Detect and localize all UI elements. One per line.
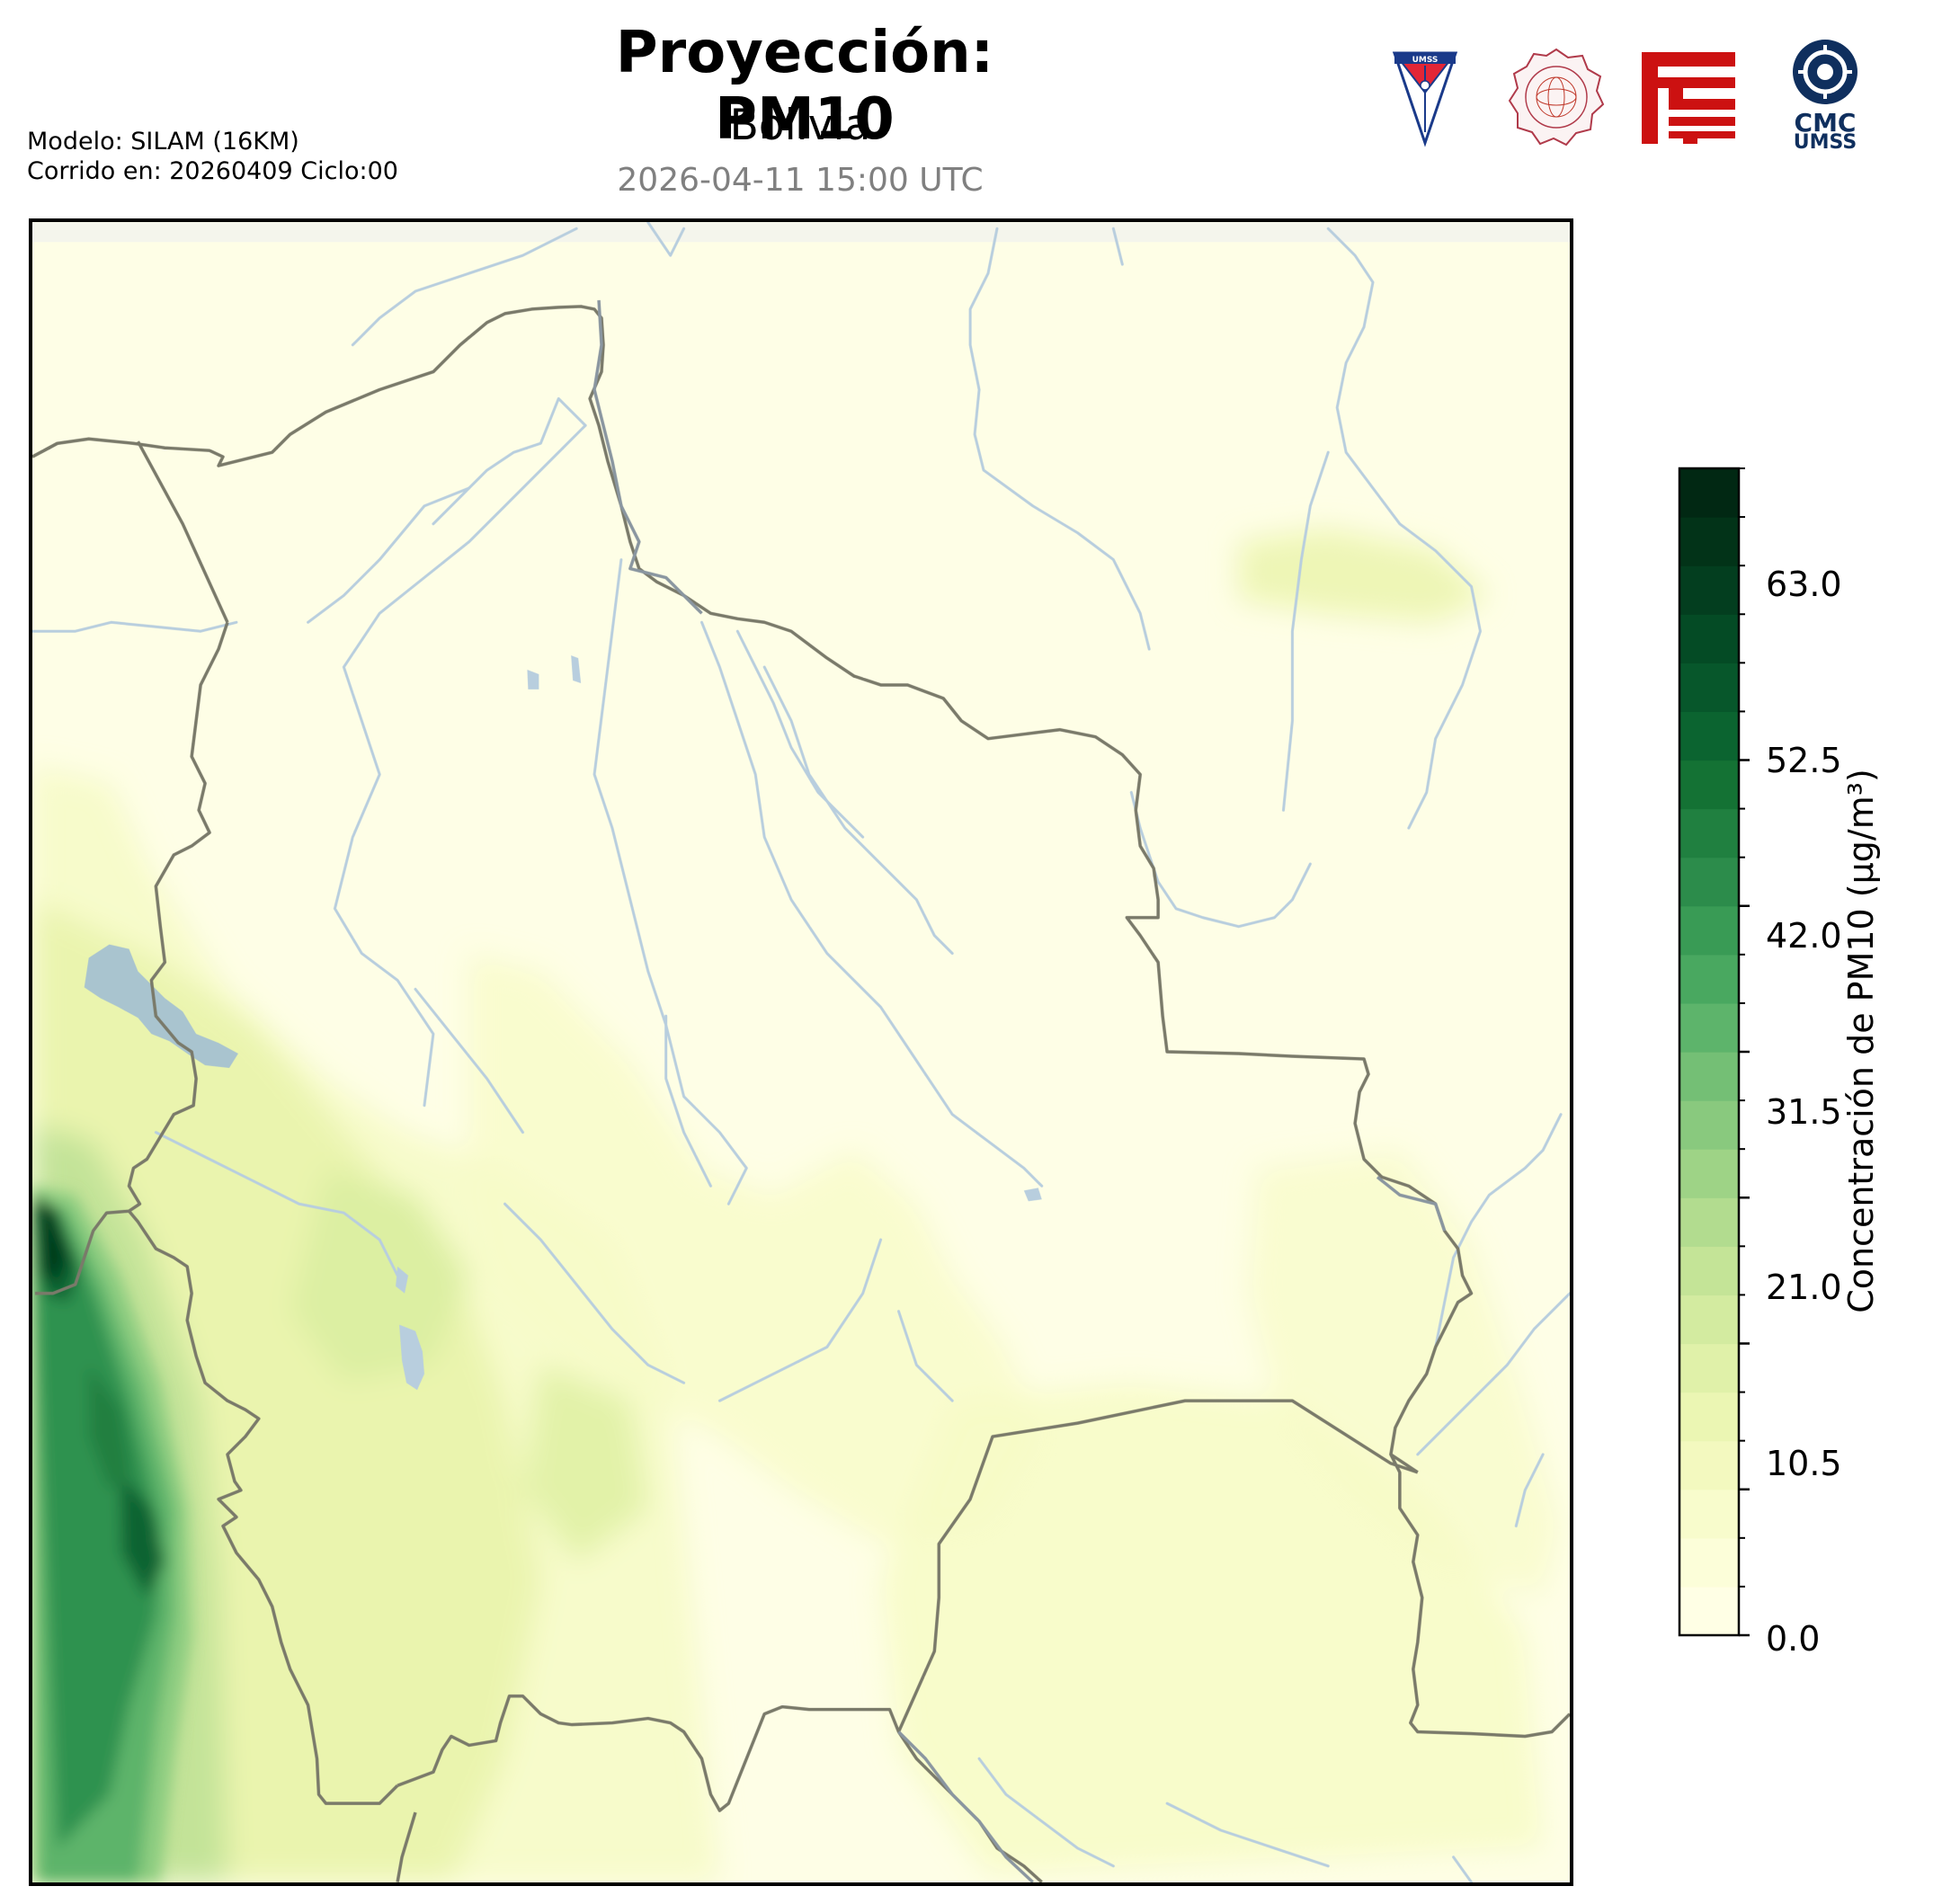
pm10-contour-band-3 [32, 1208, 161, 1848]
colorbar-tick-10-5: 10.5 [1766, 1444, 1842, 1483]
colorbar-segment [1679, 1149, 1739, 1198]
umss-logo-text: UMSS [1793, 131, 1857, 154]
chart-subtitle: Bolivia [729, 101, 871, 150]
lakes [84, 655, 1042, 1391]
paraguay-border [896, 1399, 1419, 1733]
cmc-logo-text: CMC [1794, 108, 1857, 138]
pm10-contour-low-east [1247, 1150, 1562, 1598]
bolivia-argentina-border [396, 1694, 1043, 1882]
colorbar-label: Concentración de PM10 (µg/m³) [1841, 769, 1881, 1313]
colorbar-segment [1679, 517, 1739, 566]
colorbar-tick-31-5: 31.5 [1766, 1092, 1842, 1132]
pm10-contour-low-valleys-2 [522, 1365, 648, 1562]
country-borders [32, 305, 1570, 1882]
pm10-hotspot [32, 1186, 192, 1882]
argentina-chile-border [396, 1811, 417, 1882]
colorbar-segment [1679, 905, 1739, 956]
pm10-contour-band-5 [34, 1199, 68, 1280]
colorbar-segment [1679, 1537, 1739, 1588]
colorbar-segment [1679, 760, 1739, 810]
lake-poopo [399, 1324, 424, 1391]
departamento-fisica-seal [1507, 47, 1606, 147]
colorbar-segment [1679, 1440, 1739, 1490]
cmc-umss-logo: CMC UMSS [1785, 38, 1866, 155]
colorbar-segment [1679, 1246, 1739, 1296]
colorbar-segment [1679, 468, 1739, 518]
bolivia-border [32, 305, 1570, 1739]
colorbar-segment [1679, 1586, 1739, 1636]
peru-chile-border [32, 440, 229, 623]
colorbar-segment [1679, 808, 1739, 859]
country-borders-river [592, 299, 1447, 1882]
pm10-contour-band-7 [88, 1365, 131, 1490]
colorbar-tick-63: 63.0 [1766, 565, 1842, 604]
colorbar-segment [1679, 954, 1739, 1004]
bolivia-chile-border [128, 1210, 399, 1805]
colorbar-segment [1679, 857, 1739, 907]
colorbar [1678, 467, 1768, 1641]
pm10-contour-low-valleys [290, 1168, 469, 1384]
paraguay-brazil-border [1389, 1453, 1419, 1474]
lake-east [1023, 1188, 1042, 1202]
forecast-datetime: 2026-04-11 15:00 UTC [617, 162, 984, 199]
pilcomayo-river-border [897, 1731, 1034, 1882]
colorbar-segment [1679, 1002, 1739, 1053]
lake-uyuni-fringe [396, 1266, 409, 1294]
colorbar-tick-52-5: 52.5 [1766, 741, 1842, 780]
umss-shield-logo: UMSS [1389, 49, 1461, 148]
colorbar-tick-42: 42.0 [1766, 916, 1842, 956]
bolivia-west-border [34, 621, 229, 1295]
red-geometric-logo [1642, 52, 1735, 144]
pm10-map [29, 218, 1573, 1886]
colorbar-segment [1679, 565, 1739, 615]
guapore-river-border [592, 299, 703, 615]
lake-north-2 [571, 655, 582, 683]
lake-titicaca [84, 944, 238, 1068]
colorbar-segment [1679, 1392, 1739, 1442]
colorbar-segment [1679, 1343, 1739, 1393]
pm10-contour-band-6 [120, 1472, 165, 1598]
pm10-contour-low-central [468, 953, 1042, 1544]
colorbar-tick-21: 21.0 [1766, 1268, 1842, 1307]
lake-north-1 [527, 669, 539, 690]
colorbar-segment [1679, 711, 1739, 761]
model-info: Modelo: SILAM (16KM) [27, 128, 299, 156]
colorbar-segment [1679, 1295, 1739, 1345]
colorbar-segment [1679, 1489, 1739, 1539]
paraguay-river-border [1376, 1175, 1447, 1232]
colorbar-segment [1679, 614, 1739, 663]
chart-title: Proyección: PM10 [615, 20, 994, 153]
colorbar-segment [1679, 663, 1739, 713]
colorbar-segment [1679, 1052, 1739, 1101]
rivers [32, 222, 1570, 1882]
colorbar-segment [1679, 1197, 1739, 1247]
svg-text:UMSS: UMSS [1412, 56, 1439, 65]
colorbar-segment [1679, 1100, 1739, 1150]
colorbar-tick-0: 0.0 [1766, 1619, 1821, 1659]
map-top-band [32, 222, 1570, 243]
pm10-contour-low-south [880, 1383, 1544, 1875]
run-info: Corrido en: 20260409 Ciclo:00 [27, 157, 398, 185]
